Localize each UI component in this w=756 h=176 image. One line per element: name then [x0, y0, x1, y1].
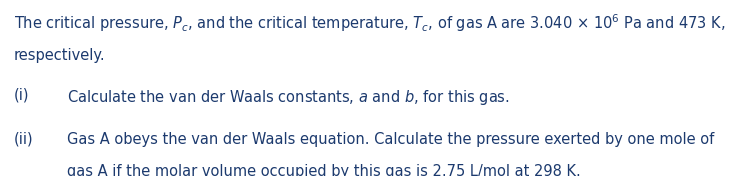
- Text: respectively.: respectively.: [14, 48, 105, 62]
- Text: (i): (i): [14, 88, 29, 103]
- Text: (ii): (ii): [14, 132, 33, 147]
- Text: Calculate the van der Waals constants, $a$ and $b$, for this gas.: Calculate the van der Waals constants, $…: [67, 88, 510, 107]
- Text: Gas A obeys the van der Waals equation. Calculate the pressure exerted by one mo: Gas A obeys the van der Waals equation. …: [67, 132, 714, 147]
- Text: The critical pressure, $P_c$, and the critical temperature, $T_c$, of gas A are : The critical pressure, $P_c$, and the cr…: [14, 12, 725, 34]
- Text: gas A if the molar volume occupied by this gas is 2.75 L/mol at 298 K.: gas A if the molar volume occupied by th…: [67, 164, 581, 176]
